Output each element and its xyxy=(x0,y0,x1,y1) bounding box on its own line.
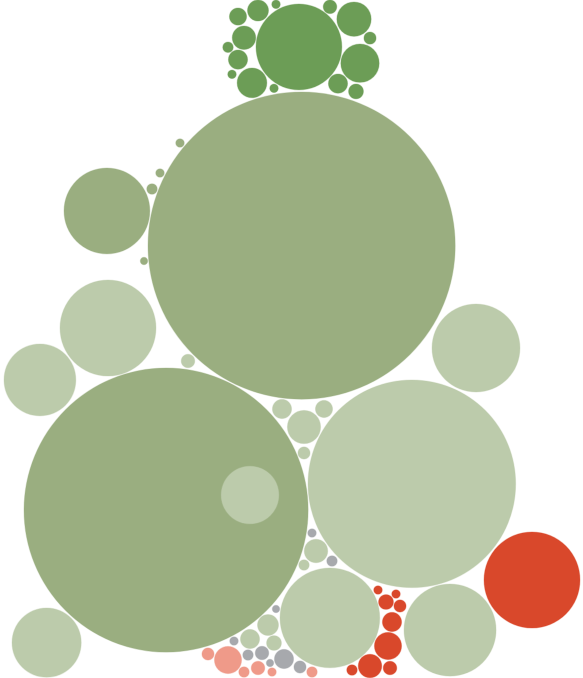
bubble xyxy=(23,367,309,653)
bubble xyxy=(393,599,407,613)
bubble xyxy=(3,343,77,417)
bubble xyxy=(254,645,270,661)
bubble xyxy=(298,559,310,571)
bubble xyxy=(327,73,349,94)
bubble xyxy=(286,409,322,445)
bubble xyxy=(378,594,394,610)
bubble xyxy=(155,168,165,178)
bubble xyxy=(373,631,403,661)
bubble xyxy=(11,607,82,678)
bubble xyxy=(236,67,268,99)
bubble xyxy=(273,648,295,670)
bubble xyxy=(180,353,196,369)
bubble xyxy=(146,183,158,195)
bubble xyxy=(357,653,383,678)
bubble xyxy=(381,611,403,633)
bubble xyxy=(326,555,338,567)
bubble xyxy=(147,91,456,400)
bubble xyxy=(220,465,280,525)
bubble xyxy=(431,303,521,393)
bubble xyxy=(213,645,243,675)
bubble xyxy=(242,649,254,661)
bubble xyxy=(201,647,215,661)
bubble xyxy=(336,1,372,37)
bubble xyxy=(303,538,329,564)
bubble xyxy=(239,628,261,650)
bubble xyxy=(231,25,257,51)
bubble xyxy=(314,399,334,419)
bubble xyxy=(483,531,581,629)
bubble xyxy=(250,660,266,676)
bubble xyxy=(271,604,281,614)
bubble xyxy=(222,41,234,54)
bubble xyxy=(297,446,311,460)
bubble xyxy=(307,528,317,538)
bubble xyxy=(382,660,398,676)
bubble xyxy=(228,7,248,26)
bubble xyxy=(346,664,358,676)
bubble xyxy=(340,43,380,83)
bubble xyxy=(238,666,250,678)
bubble xyxy=(307,379,517,589)
bubble xyxy=(322,0,338,15)
bubble xyxy=(266,635,282,651)
bubble xyxy=(267,667,277,677)
bubble xyxy=(63,167,151,255)
bubble xyxy=(373,585,383,595)
bubble xyxy=(246,0,270,22)
bubble xyxy=(271,0,281,10)
bubble xyxy=(293,660,307,674)
bubble xyxy=(403,583,497,677)
bubble xyxy=(227,49,249,70)
bubble xyxy=(255,3,343,91)
bubble xyxy=(348,83,364,100)
bubble xyxy=(306,666,318,678)
bubble xyxy=(59,279,157,377)
bubble xyxy=(271,398,293,420)
bubble xyxy=(265,658,275,668)
bubble xyxy=(363,31,377,45)
bubble xyxy=(279,567,381,669)
bubble xyxy=(269,83,279,94)
bubble xyxy=(229,636,239,646)
bubble xyxy=(256,613,280,637)
bubble xyxy=(139,256,149,266)
bubble xyxy=(227,69,237,80)
bubble xyxy=(175,138,185,148)
bubble xyxy=(391,589,401,599)
